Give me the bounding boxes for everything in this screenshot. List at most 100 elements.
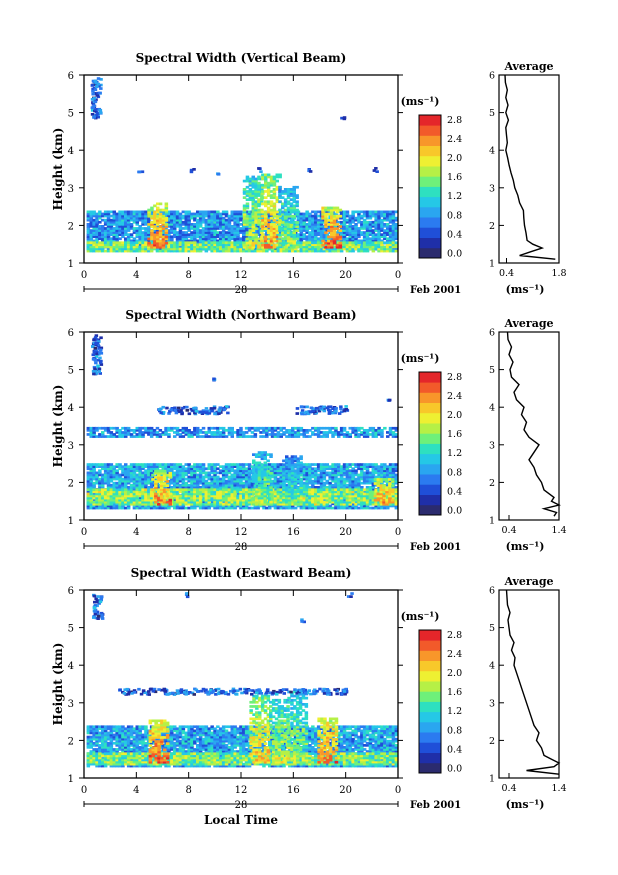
heatmap-cell <box>210 483 214 487</box>
heatmap-cell <box>339 467 344 471</box>
heatmap-cell <box>190 223 194 226</box>
heatmap-cell <box>112 229 116 232</box>
heatmap-cell <box>261 227 265 230</box>
heatmap-cell <box>135 220 139 224</box>
heatmap-cell <box>259 504 263 508</box>
heatmap-cell <box>184 477 188 481</box>
heatmap-cell <box>121 247 125 251</box>
heatmap-cell <box>316 465 321 468</box>
heatmap-cell <box>236 231 240 234</box>
colorbar-tick-label: 1.6 <box>447 172 462 183</box>
heatmap-cell <box>299 241 304 245</box>
heatmap-cell <box>345 471 350 475</box>
heatmap-cell <box>266 243 271 247</box>
heatmap-cell <box>305 247 309 251</box>
heatmap-cell <box>254 212 258 216</box>
heatmap-cell <box>219 223 223 226</box>
heatmap-cell <box>135 245 139 249</box>
heatmap-cell <box>147 245 151 249</box>
heatmap-cell <box>178 243 183 247</box>
heatmap-cell <box>292 198 296 201</box>
heatmap-cell <box>319 465 324 468</box>
heatmap-cell <box>311 218 315 222</box>
heatmap-cell <box>272 196 277 199</box>
heatmap-cell <box>259 214 263 218</box>
heatmap-cell <box>345 477 350 481</box>
heatmap-cell <box>167 231 171 234</box>
heatmap-cell <box>342 227 347 230</box>
heatmap-cell <box>330 212 334 216</box>
heatmap-cell <box>93 100 98 104</box>
heatmap-cell <box>275 227 279 230</box>
heatmap-cell <box>245 219 250 222</box>
heatmap-cell <box>198 504 203 508</box>
heatmap-cell <box>167 210 171 214</box>
heatmap-cell <box>308 477 312 481</box>
heatmap-cell <box>236 210 240 214</box>
heatmap-cell <box>314 467 318 471</box>
heatmap-cell <box>221 471 226 475</box>
heatmap-cell <box>98 469 102 473</box>
heatmap-cell <box>86 225 91 228</box>
heatmap-cell <box>109 475 114 479</box>
heatmap-cell <box>147 471 151 475</box>
heatmap-cell <box>305 241 309 245</box>
heatmap-cell <box>89 473 93 477</box>
heatmap-cell <box>242 239 246 243</box>
heatmap-cell <box>278 173 282 177</box>
heatmap-cell <box>227 243 232 247</box>
heatmap-cell <box>170 504 174 508</box>
heatmap-cell <box>319 220 324 224</box>
heatmap-cell <box>365 223 370 226</box>
chart-title: Spectral Width (Vertical Beam) <box>136 51 347 65</box>
heatmap-cell <box>106 227 111 230</box>
heatmap-cell <box>330 235 334 239</box>
heatmap-cell <box>239 212 243 216</box>
heatmap-cell <box>221 483 226 487</box>
heatmap-cell <box>175 481 180 485</box>
heatmap-cell <box>239 214 243 218</box>
heatmap-cell <box>92 210 96 214</box>
heatmap-cell <box>314 245 318 249</box>
heatmap-cell <box>216 216 220 220</box>
heatmap-cell <box>181 239 186 243</box>
heatmap-cell <box>141 475 145 479</box>
heatmap-cell <box>95 237 99 241</box>
heatmap-cell <box>103 241 108 245</box>
heatmap-cell <box>338 235 343 239</box>
heatmap-cell <box>239 467 243 471</box>
heatmap-cell <box>250 471 255 475</box>
heatmap-cell <box>193 463 197 466</box>
heatmap-cell <box>201 233 206 236</box>
heatmap-cell <box>207 477 211 481</box>
heatmap-cell <box>155 249 160 253</box>
heatmap-cell <box>351 473 355 477</box>
heatmap-cell <box>118 249 122 253</box>
heatmap-cell <box>178 249 183 253</box>
heatmap-cell <box>275 214 279 218</box>
heatmap-cell <box>86 218 91 222</box>
heatmap-cell <box>236 475 240 479</box>
profile-y-tick-label: 6 <box>489 71 495 82</box>
heatmap-cell <box>210 243 214 247</box>
heatmap-cell <box>161 227 166 230</box>
heatmap-cell <box>147 469 151 473</box>
heatmap-cell <box>193 229 197 232</box>
heatmap-cell <box>149 239 154 243</box>
heatmap-cell <box>196 225 200 228</box>
heatmap-cell <box>296 249 301 253</box>
heatmap-cell <box>245 202 250 206</box>
y-tick-label: 3 <box>68 184 74 195</box>
heatmap-cell <box>184 243 188 247</box>
heatmap-cell <box>92 227 96 230</box>
heatmap-cell <box>374 243 378 247</box>
heatmap-cell <box>365 212 370 216</box>
heatmap-cell <box>193 233 197 236</box>
heatmap-cell <box>328 486 332 489</box>
heatmap-cell <box>92 498 96 502</box>
heatmap-cell <box>230 245 234 249</box>
heatmap-cell <box>112 249 116 253</box>
heatmap-cell <box>338 243 343 247</box>
heatmap-cell <box>236 473 240 477</box>
heatmap-cell <box>158 249 163 253</box>
